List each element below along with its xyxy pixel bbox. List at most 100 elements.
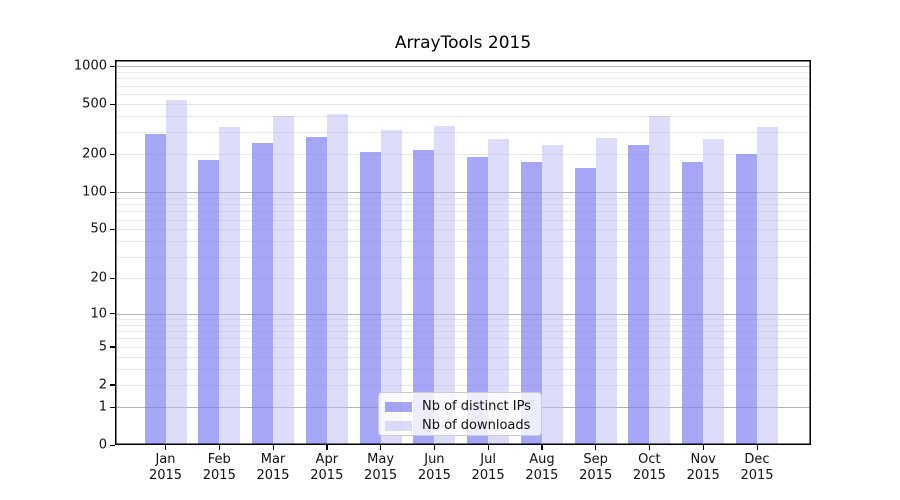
gridline-minor: [115, 197, 811, 199]
x-tick-label-sep: Sep 2015: [564, 452, 628, 484]
gridline-minor: [115, 72, 811, 73]
bar-downloads-aug: [541, 145, 563, 445]
gridline-minor: [115, 356, 811, 358]
x-tick-label-dec: Dec 2015: [725, 452, 789, 484]
x-tick-mark: [165, 445, 167, 450]
bar-distinct-ips-jun: [413, 150, 435, 445]
x-tick-mark: [595, 445, 597, 450]
bar-distinct-ips-nov: [682, 161, 704, 445]
x-tick-month: Oct: [638, 452, 661, 467]
bar-downloads-oct: [649, 116, 671, 445]
y-tick-mark: [110, 346, 115, 348]
y-tick-mark: [110, 406, 115, 408]
gridline-minor: [115, 94, 811, 96]
x-tick-label-mar: Mar 2015: [241, 452, 305, 484]
x-tick-label-jan: Jan 2015: [134, 452, 198, 484]
x-tick-month: Feb: [207, 452, 231, 467]
x-tick-year: 2015: [525, 468, 559, 483]
x-tick-mark: [218, 445, 221, 450]
gridline-minor: [115, 338, 811, 340]
x-tick-year: 2015: [256, 468, 290, 483]
x-tick-mark: [541, 445, 543, 450]
bar-downloads-nov: [703, 138, 725, 445]
x-tick-month: Jul: [480, 452, 496, 467]
gridline-minor: [115, 78, 811, 80]
legend-item-distinct-ips: Nb of distinct IPs: [385, 397, 541, 416]
bar-downloads-apr: [326, 114, 348, 445]
y-tick-label: 200: [82, 146, 107, 162]
x-tick-year: 2015: [148, 468, 183, 483]
bar-downloads-jun: [434, 126, 456, 445]
x-tick-mark: [756, 445, 758, 450]
bar-distinct-ips-may: [359, 151, 381, 445]
x-tick-month: Nov: [690, 452, 716, 467]
gridline-minor: [115, 204, 811, 206]
x-tick-year: 2015: [579, 468, 613, 483]
y-tick-label: 1000: [73, 58, 107, 74]
x-tick-label-jun: Jun 2015: [402, 452, 466, 484]
gridline-minor: [115, 116, 811, 118]
x-tick-label-feb: Feb 2015: [187, 452, 251, 484]
x-tick-month: Jan: [155, 452, 176, 467]
gridline-minor: [115, 154, 811, 156]
gridline-minor: [115, 85, 811, 87]
gridline-minor: [115, 324, 811, 326]
y-tick-label: 500: [82, 96, 107, 112]
x-tick-mark: [380, 445, 382, 450]
y-tick-mark: [110, 153, 115, 155]
bar-distinct-ips-apr: [305, 136, 327, 445]
y-tick-mark: [110, 313, 115, 315]
bar-downloads-jan: [165, 99, 187, 445]
x-tick-mark: [272, 445, 274, 450]
gridline-minor: [115, 229, 811, 231]
y-tick-label: 50: [90, 221, 107, 237]
gridline-minor: [115, 331, 811, 332]
bar-downloads-jul: [488, 138, 510, 445]
bar-distinct-ips-mar: [252, 143, 273, 445]
gridline-minor: [115, 346, 811, 348]
y-tick-mark: [110, 228, 115, 231]
gridline-minor: [115, 104, 811, 106]
x-tick-mark: [326, 445, 328, 450]
x-tick-month: Dec: [744, 452, 770, 467]
chart-title: ArrayTools 2015: [394, 33, 532, 53]
x-tick-month: Jun: [424, 452, 445, 467]
bar-downloads-may: [380, 130, 402, 445]
legend-swatch-distinct-ips: [385, 401, 412, 412]
gridline-minor: [115, 384, 811, 386]
x-tick-year: 2015: [740, 468, 774, 483]
gridline-major: [115, 313, 811, 315]
y-tick-mark: [110, 65, 115, 67]
bar-downloads-dec: [757, 126, 778, 445]
x-tick-label-oct: Oct 2015: [617, 452, 681, 484]
x-tick-mark: [648, 445, 651, 450]
x-tick-year: 2015: [471, 468, 505, 483]
bar-downloads-feb: [219, 126, 241, 445]
bar-distinct-ips-sep: [574, 168, 596, 445]
legend-label-distinct-ips: Nb of distinct IPs: [422, 398, 531, 414]
bar-distinct-ips-dec: [736, 154, 757, 445]
bar-downloads-sep: [595, 137, 617, 445]
x-tick-year: 2015: [364, 468, 398, 483]
gridline-minor: [115, 132, 811, 134]
bar-distinct-ips-aug: [520, 161, 542, 445]
x-tick-month: May: [367, 452, 395, 467]
y-tick-mark: [110, 103, 115, 105]
gridline-minor: [115, 219, 811, 221]
x-tick-year: 2015: [310, 468, 344, 483]
x-tick-year: 2015: [686, 468, 720, 483]
x-tick-month: Aug: [529, 452, 555, 467]
legend: Nb of distinct IPs Nb of downloads: [378, 392, 542, 436]
x-tick-year: 2015: [632, 468, 666, 483]
x-tick-year: 2015: [417, 468, 451, 483]
x-tick-month: Mar: [260, 452, 286, 467]
gridline-minor: [115, 241, 811, 243]
bar-distinct-ips-oct: [628, 145, 650, 445]
y-tick-label: 100: [82, 184, 107, 200]
y-tick-mark: [110, 191, 115, 193]
y-tick-mark: [110, 384, 115, 386]
gridline-major: [115, 66, 811, 68]
x-tick-label-apr: Apr 2015: [295, 452, 359, 484]
x-tick-mark: [702, 445, 704, 450]
